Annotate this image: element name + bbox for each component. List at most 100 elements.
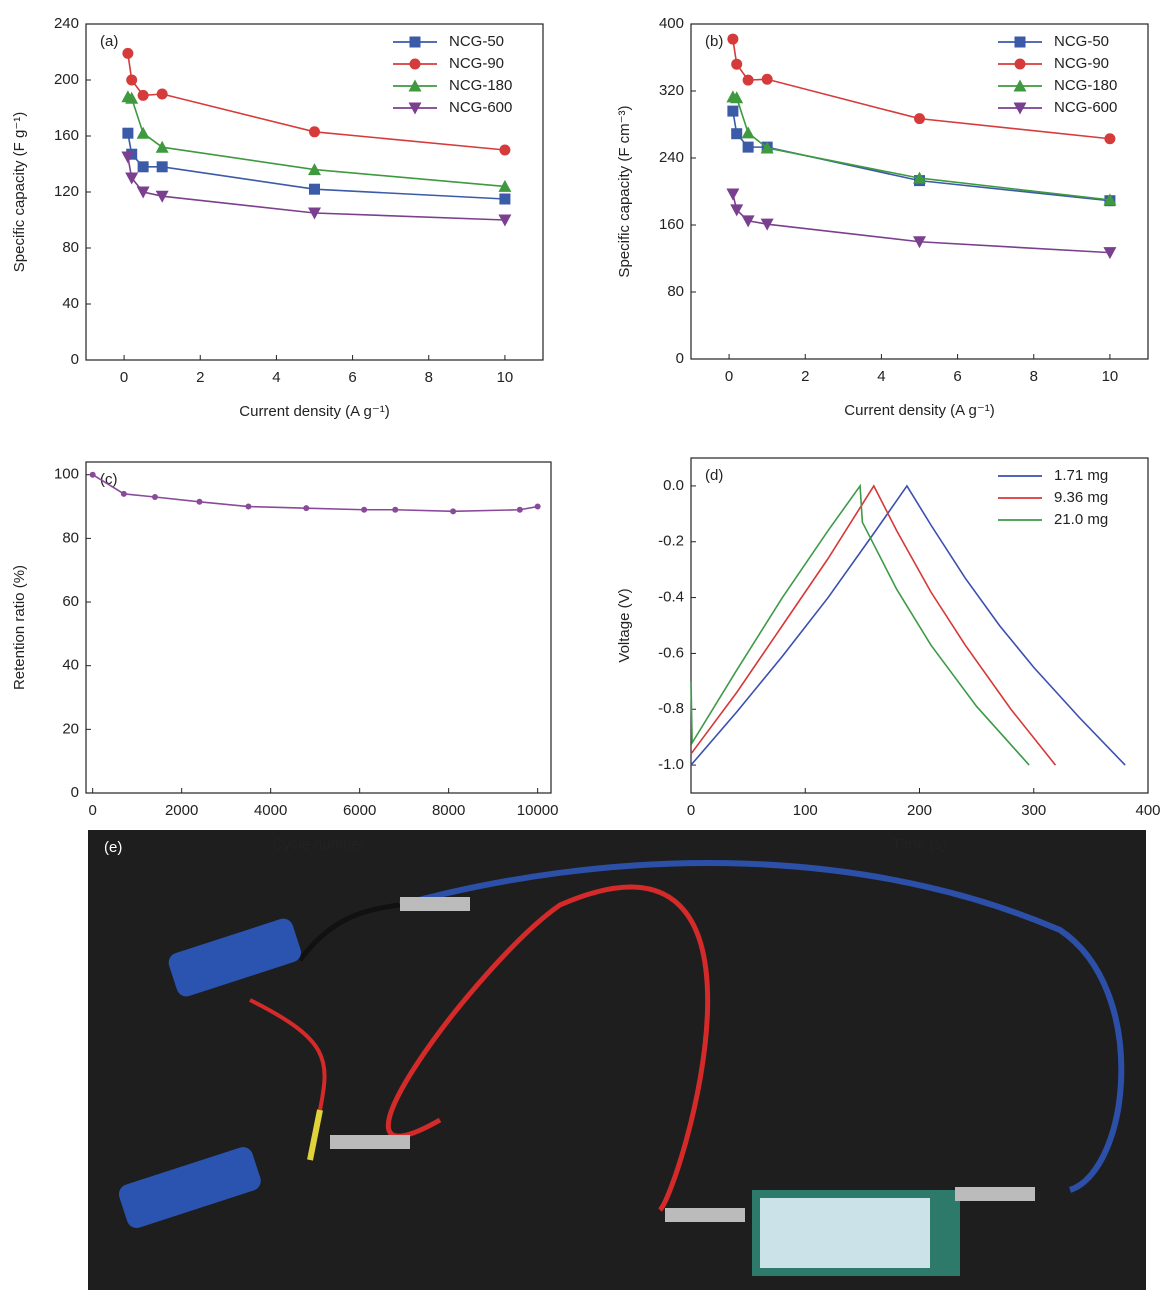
panel-label: (e)	[104, 839, 122, 856]
marker	[126, 74, 138, 86]
marker	[156, 161, 168, 173]
marker	[156, 88, 168, 100]
y-axis-title: Voltage (V)	[616, 588, 633, 662]
marker	[151, 494, 158, 501]
marker	[730, 204, 744, 217]
wire	[385, 884, 711, 1212]
y-tick-label: -1.0	[658, 756, 684, 773]
legend-label: NCG-180	[1054, 77, 1117, 94]
marker	[122, 47, 134, 59]
marker	[361, 506, 368, 513]
x-tick-label: 100	[793, 802, 818, 819]
photo-background	[88, 830, 1146, 1290]
marker	[1103, 193, 1117, 206]
marker	[137, 161, 149, 173]
clip	[168, 918, 302, 997]
x-axis-title: Time (s)	[892, 836, 946, 853]
y-tick-label: 40	[62, 657, 79, 674]
x-tick-label: 6000	[343, 802, 376, 819]
marker	[122, 127, 134, 139]
x-tick-label: 8	[425, 369, 433, 386]
marker	[89, 471, 96, 478]
legend-label: 9.36 mg	[1054, 489, 1108, 506]
alligator-clip	[665, 1208, 745, 1222]
y-axis-title: Specific capacity (F cm⁻³)	[616, 105, 633, 277]
y-tick-label: 80	[62, 239, 79, 256]
marker	[136, 126, 150, 139]
marker	[914, 113, 925, 125]
x-tick-label: 8000	[432, 802, 465, 819]
x-tick-label: 2	[801, 368, 809, 385]
marker	[309, 183, 320, 195]
x-tick-label: 0	[725, 368, 733, 385]
y-tick-label: -0.8	[658, 700, 684, 717]
legend-marker	[1014, 58, 1026, 70]
led-glow	[760, 1198, 930, 1268]
marker	[499, 144, 511, 156]
x-tick-label: 4	[877, 368, 885, 385]
x-tick-label: 200	[907, 802, 932, 819]
legend-marker	[1014, 36, 1026, 48]
y-tick-label: 200	[54, 71, 79, 88]
y-tick-label: 240	[659, 149, 684, 166]
chart: 0 2000 4000 6000 8000 10000 0 20 40 60 80 100 Cycle …	[11, 461, 559, 853]
x-tick-label: 6	[953, 368, 961, 385]
y-tick-label: -0.4	[658, 589, 684, 606]
wire	[399, 859, 1125, 1193]
y-tick-label: 0	[71, 784, 79, 801]
legend-label: NCG-600	[1054, 99, 1117, 116]
y-tick-label: 60	[62, 593, 79, 610]
legend-label: 21.0 mg	[1054, 511, 1108, 528]
x-tick-label: 10000	[517, 802, 559, 819]
marker	[137, 89, 149, 101]
y-tick-label: 400	[659, 15, 684, 32]
legend-marker	[409, 36, 421, 48]
plot-frame	[85, 461, 552, 794]
panel-label: (b)	[705, 33, 723, 50]
y-tick-label: 80	[667, 283, 684, 300]
y-tick-label: 0	[71, 351, 79, 368]
chart: 0 100 200 300 400 -1.0 -0.8 -0.6 -0.4 -0.2 0.0 Time…	[616, 457, 1161, 853]
marker	[120, 490, 127, 497]
marker	[303, 505, 310, 512]
plot-frame	[690, 23, 1149, 360]
marker	[125, 172, 139, 185]
legend-marker	[408, 102, 422, 115]
legend-marker	[408, 79, 422, 92]
x-tick-label: 2000	[165, 802, 198, 819]
marker	[125, 91, 139, 104]
x-tick-label: 0	[89, 802, 97, 819]
legend-label: NCG-90	[1054, 55, 1109, 72]
y-tick-label: 240	[54, 15, 79, 32]
alligator-clip	[400, 897, 470, 911]
series-line	[92, 474, 538, 513]
y-tick-label: -0.2	[658, 533, 684, 550]
marker	[155, 140, 169, 153]
marker	[727, 33, 739, 45]
x-tick-label: 10	[1102, 368, 1119, 385]
alligator-clip	[955, 1187, 1035, 1201]
marker	[1104, 133, 1116, 145]
y-axis-title: Specific capacity (F g⁻¹)	[11, 112, 28, 272]
x-tick-label: 10	[497, 369, 514, 386]
y-tick-label: 0	[676, 350, 684, 367]
y-tick-label: 100	[54, 466, 79, 483]
series-line	[690, 483, 1030, 766]
y-tick-label: 320	[659, 82, 684, 99]
legend-label: NCG-50	[449, 33, 504, 50]
marker	[499, 193, 511, 205]
marker	[498, 214, 512, 227]
legend-label: NCG-600	[449, 99, 512, 116]
series-line	[732, 110, 1111, 202]
marker	[534, 503, 541, 510]
marker	[727, 105, 739, 117]
marker	[760, 141, 774, 154]
x-tick-label: 400	[1135, 802, 1160, 819]
chart: 0 2 4 6 8 10 0 80 160 240 320 400 Current density (A…	[616, 15, 1149, 419]
x-tick-label: 4000	[254, 802, 287, 819]
clip	[118, 1147, 261, 1228]
alligator-clip	[330, 1135, 410, 1149]
marker	[726, 188, 740, 201]
marker	[742, 74, 754, 86]
marker	[196, 498, 203, 505]
